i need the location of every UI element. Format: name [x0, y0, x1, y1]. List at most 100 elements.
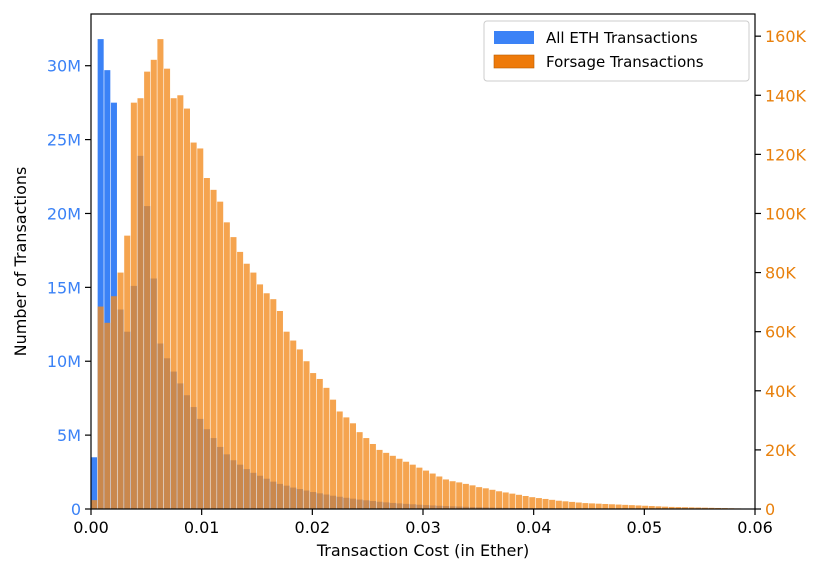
forsage-bar-6	[130, 102, 137, 509]
legend-swatch-all-eth	[494, 31, 534, 44]
x-tick-label: 0.06	[737, 518, 773, 537]
y-right-tick-label: 0	[765, 500, 775, 519]
all-eth-bar-2	[104, 70, 111, 510]
forsage-bar-84	[648, 506, 655, 509]
forsage-bar-52	[436, 476, 443, 509]
forsage-bar-61	[496, 491, 503, 509]
forsage-bar-40	[356, 432, 363, 509]
forsage-bar-74	[582, 503, 589, 509]
forsage-bar-26	[263, 293, 270, 509]
all-eth-bar-0	[91, 457, 98, 509]
y-right-tick-label: 80K	[765, 264, 796, 283]
forsage-bar-62	[502, 492, 509, 509]
forsage-bar-36	[330, 399, 337, 509]
forsage-bar-46	[396, 458, 403, 509]
forsage-bar-19	[217, 201, 224, 509]
forsage-bar-81	[628, 505, 635, 509]
forsage-bar-38	[343, 417, 350, 509]
forsage-bar-47	[403, 461, 410, 509]
forsage-bar-31	[296, 349, 303, 509]
y-right-axis-ticks: 0 20K 40K 60K 80K 100K 120K 140K 160K	[755, 27, 807, 519]
forsage-bar-58	[476, 487, 483, 509]
y-left-tick-label: 15M	[47, 278, 81, 297]
all-eth-bars-layer	[91, 39, 755, 510]
legend-box	[483, 20, 750, 82]
forsage-bar-42	[369, 443, 376, 509]
forsage-bar-64	[515, 494, 522, 509]
all-eth-bar-1	[97, 39, 104, 510]
forsage-bar-88	[675, 507, 682, 509]
forsage-bar-48	[409, 464, 416, 509]
y-left-tick-label: 25M	[47, 131, 81, 150]
forsage-bar-20	[223, 222, 230, 509]
x-axis-label: Transaction Cost (in Ether)	[316, 541, 529, 560]
forsage-bar-83	[642, 505, 649, 509]
forsage-bar-60	[489, 489, 496, 509]
x-tick-label: 0.03	[405, 518, 441, 537]
x-tick-label: 0.01	[184, 518, 220, 537]
y-left-tick-label: 5M	[57, 426, 81, 445]
forsage-bar-82	[635, 505, 642, 509]
forsage-bar-3	[110, 296, 117, 509]
legend-label-forsage: Forsage Transactions	[546, 53, 704, 71]
y-left-tick-label: 30M	[47, 57, 81, 76]
y-left-tick-label: 20M	[47, 204, 81, 223]
forsage-bar-80	[622, 504, 629, 509]
legend-label-all-eth: All ETH Transactions	[546, 29, 698, 47]
forsage-bar-92	[701, 507, 708, 509]
y-left-tick-label: 10M	[47, 352, 81, 371]
forsage-bar-9	[150, 59, 157, 510]
forsage-bars-layer	[91, 39, 755, 510]
forsage-bar-13	[177, 95, 184, 510]
forsage-bar-65	[522, 496, 529, 509]
forsage-bar-18	[210, 189, 217, 509]
forsage-bar-30	[290, 340, 297, 509]
forsage-bar-33	[310, 373, 317, 509]
y-left-axis-ticks: 0 5M 10M 15M 20M 25M 30M	[47, 57, 91, 519]
forsage-bar-24	[250, 272, 257, 509]
forsage-bar-1	[97, 306, 104, 509]
forsage-bar-90	[688, 507, 695, 509]
forsage-bar-57	[469, 485, 476, 509]
forsage-bar-34	[316, 378, 323, 509]
forsage-bar-73	[575, 502, 582, 509]
forsage-bar-35	[323, 387, 330, 509]
y-right-tick-label: 20K	[765, 441, 796, 460]
forsage-bar-10	[157, 39, 164, 510]
forsage-bar-89	[681, 507, 688, 509]
forsage-bar-50	[423, 470, 430, 509]
forsage-bar-15	[190, 142, 197, 510]
y-left-tick-label: 0	[71, 500, 81, 519]
x-tick-label: 0.00	[73, 518, 109, 537]
forsage-bar-14	[183, 108, 190, 509]
forsage-bar-45	[389, 455, 396, 509]
forsage-bar-39	[349, 423, 356, 509]
forsage-bar-29	[283, 331, 290, 509]
forsage-bar-12	[170, 98, 177, 509]
x-tick-label: 0.02	[295, 518, 331, 537]
forsage-bar-4	[117, 272, 124, 509]
forsage-bar-70	[555, 500, 562, 509]
y-right-tick-label: 100K	[765, 204, 807, 223]
forsage-bar-63	[509, 493, 516, 509]
forsage-bar-85	[655, 506, 662, 509]
forsage-bar-32	[303, 361, 310, 509]
forsage-bar-41	[363, 438, 370, 509]
forsage-bar-53	[442, 479, 449, 509]
x-tick-label: 0.05	[627, 518, 663, 537]
forsage-bar-27	[270, 299, 277, 509]
forsage-bar-17	[203, 178, 210, 509]
forsage-bar-16	[197, 148, 204, 509]
forsage-bar-79	[615, 504, 622, 509]
forsage-bar-7	[137, 98, 144, 509]
forsage-bar-0	[91, 500, 98, 509]
forsage-bar-71	[562, 501, 569, 509]
forsage-bar-72	[569, 501, 576, 509]
forsage-bar-23	[243, 263, 250, 509]
forsage-bar-76	[595, 503, 602, 509]
forsage-bar-91	[695, 507, 702, 509]
forsage-bar-75	[589, 503, 596, 509]
forsage-bar-51	[429, 473, 436, 509]
